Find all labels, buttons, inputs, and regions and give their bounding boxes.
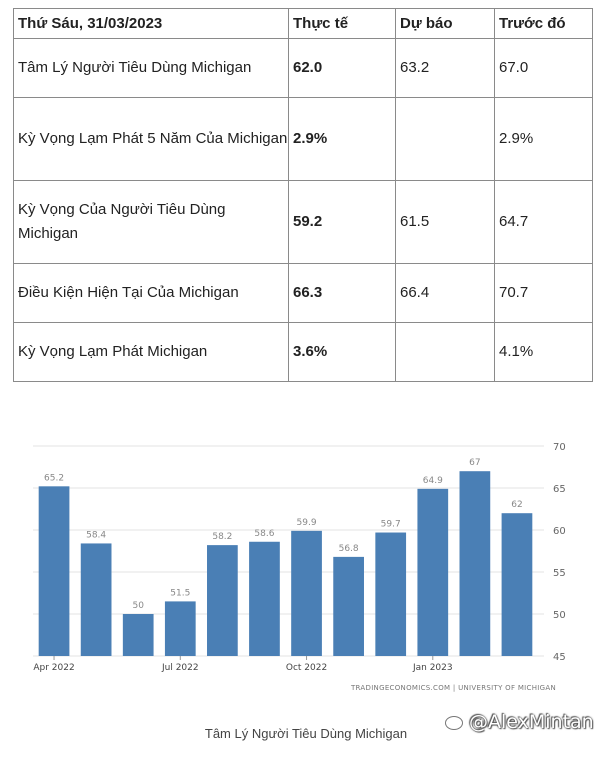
- indicator-name: Kỳ Vọng Lạm Phát Michigan: [13, 322, 289, 382]
- bar: [459, 471, 491, 656]
- chart-source: TRADINGECONOMICS.COM | UNIVERSITY OF MIC…: [350, 684, 556, 692]
- previous-value: 70.7: [494, 263, 593, 323]
- x-tick-label: Jan 2023: [412, 663, 453, 673]
- data-label: 64.9: [423, 476, 443, 486]
- consumer-sentiment-bar-chart: 45 50 55 60 65 70 65.2 58.4 50 51.5 58.2 58.6 59.9 56…: [33, 442, 566, 692]
- actual-value: 59.2: [288, 180, 396, 264]
- bar: [291, 530, 322, 656]
- table-row: Kỳ Vọng Lạm Phát Michigan 3.6% 4.1%: [13, 322, 593, 382]
- table-row: Kỳ Vọng Của Người Tiêu Dùng Michigan 59.…: [13, 180, 593, 264]
- indicator-name: Kỳ Vọng Lạm Phát 5 Năm Của Michigan: [13, 97, 289, 181]
- bar: [38, 486, 70, 656]
- indicator-name: Tâm Lý Người Tiêu Dùng Michigan: [13, 38, 289, 98]
- forecast-value: [395, 97, 495, 181]
- bar: [249, 541, 280, 656]
- data-label: 58.4: [86, 530, 106, 540]
- x-tick-label: Apr 2022: [33, 663, 74, 673]
- data-label: 56.8: [339, 544, 359, 554]
- table-row: Kỳ Vọng Lạm Phát 5 Năm Của Michigan 2.9%…: [13, 97, 593, 181]
- y-tick-label: 60: [553, 526, 566, 537]
- actual-value: 2.9%: [288, 97, 396, 181]
- y-tick-label: 70: [553, 442, 566, 453]
- data-label: 59.9: [297, 518, 317, 528]
- previous-value: 2.9%: [494, 97, 593, 181]
- data-label: 50: [132, 601, 144, 611]
- y-tick-label: 65: [553, 484, 566, 495]
- actual-value: 66.3: [288, 263, 396, 323]
- y-tick-label: 55: [553, 568, 566, 579]
- watermark: @AlexMintan: [445, 711, 594, 733]
- header-actual: Thực tế: [288, 8, 396, 39]
- bar: [375, 532, 407, 656]
- data-label: 51.5: [170, 588, 190, 598]
- x-tick-label: Oct 2022: [286, 663, 327, 673]
- data-label: 65.2: [44, 473, 64, 483]
- header-date: Thứ Sáu, 31/03/2023: [13, 8, 289, 39]
- header-previous: Trước đó: [494, 8, 593, 39]
- bar: [164, 601, 196, 656]
- forecast-value: 61.5: [395, 180, 495, 264]
- previous-value: 67.0: [494, 38, 593, 98]
- actual-value: 62.0: [288, 38, 396, 98]
- forecast-value: 63.2: [395, 38, 495, 98]
- y-tick-label: 50: [553, 610, 566, 621]
- actual-value: 3.6%: [288, 322, 396, 382]
- x-tick-label: Jul 2022: [161, 663, 199, 673]
- bar: [122, 614, 154, 656]
- data-label: 67: [469, 458, 480, 468]
- table-row: Điều Kiện Hiện Tại Của Michigan 66.3 66.…: [13, 263, 593, 323]
- data-label: 59.7: [381, 520, 401, 530]
- previous-value: 4.1%: [494, 322, 593, 382]
- indicator-name: Kỳ Vọng Của Người Tiêu Dùng Michigan: [13, 180, 289, 264]
- bar: [333, 556, 364, 656]
- bar: [501, 513, 533, 656]
- forecast-value: [395, 322, 495, 382]
- chart-caption: Tâm Lý Người Tiêu Dùng Michigan: [204, 726, 408, 741]
- header-forecast: Dự báo: [395, 8, 495, 39]
- y-tick-label: 45: [553, 652, 566, 663]
- economic-data-table: Thứ Sáu, 31/03/2023 Thực tế Dự báo Trước…: [13, 8, 593, 382]
- data-label: 58.6: [254, 529, 274, 539]
- previous-value: 64.7: [494, 180, 593, 264]
- data-label: 58.2: [212, 532, 232, 542]
- weibo-icon: [445, 715, 463, 730]
- bar: [80, 543, 112, 656]
- table-row: Tâm Lý Người Tiêu Dùng Michigan 62.0 63.…: [13, 38, 593, 98]
- bar: [207, 545, 238, 656]
- forecast-value: 66.4: [395, 263, 495, 323]
- table-header-row: Thứ Sáu, 31/03/2023 Thực tế Dự báo Trước…: [13, 8, 593, 39]
- bar: [417, 488, 449, 656]
- indicator-name: Điều Kiện Hiện Tại Của Michigan: [13, 263, 289, 323]
- watermark-text: @AlexMintan: [469, 711, 594, 733]
- data-label: 62: [511, 500, 522, 510]
